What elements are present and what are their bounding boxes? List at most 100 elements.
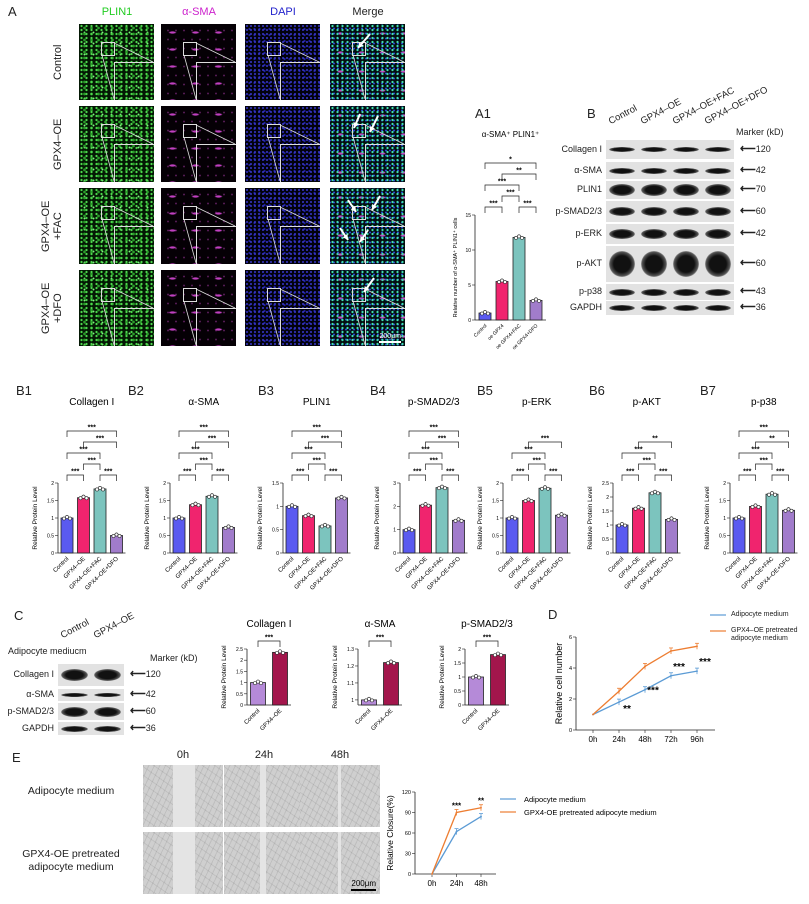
arrow-left-icon: ⟵ — [740, 285, 756, 297]
wound-gap — [173, 765, 195, 827]
micrograph-merge — [330, 24, 405, 100]
y-tick-label: 2 — [723, 481, 726, 487]
bar — [555, 514, 568, 554]
connector-line — [183, 136, 197, 182]
scale-bar-label: 200μm — [351, 879, 376, 888]
significance-bracket — [66, 474, 84, 481]
blot-band — [641, 147, 667, 152]
bar — [632, 507, 645, 554]
y-tick-label: 1.5 — [272, 481, 279, 487]
data-point — [253, 681, 257, 686]
zoom-inset — [196, 308, 236, 346]
x-tick-label: 24h — [450, 879, 463, 888]
roi-box — [352, 288, 366, 302]
significance-bracket — [425, 441, 459, 448]
zoom-inset — [365, 226, 405, 264]
arrow-left-icon: ⟵ — [130, 721, 146, 734]
y-tick-label: 2 — [569, 697, 572, 703]
data-point — [534, 297, 538, 302]
significance-label: *** — [533, 458, 541, 465]
connector-line — [267, 300, 281, 346]
inset-connector-lines — [267, 124, 320, 182]
y-tick-label: 90 — [405, 811, 411, 817]
chart-c-collagen: Collagen I 0 0.5 1 1.5 2 2.5 Relative Protein L… — [221, 619, 292, 732]
data-point — [523, 499, 528, 503]
roi-box — [352, 42, 366, 56]
significance-label: *** — [506, 190, 514, 197]
data-point — [669, 516, 674, 521]
x-tick-label: Control — [473, 323, 489, 339]
data-point — [773, 492, 777, 497]
y-axis-label: Relative Protein Level — [32, 486, 39, 550]
lane-label: Control — [606, 102, 640, 127]
blot-condition-label: Adipocyte mediucm — [8, 646, 87, 656]
bar — [505, 517, 519, 554]
significance-label: *** — [71, 469, 79, 476]
bar — [419, 504, 432, 554]
y-tick-label: 0 — [51, 551, 54, 557]
chart-title: p-SMAD2/3 — [461, 619, 513, 630]
data-point — [420, 503, 425, 508]
chart-a1: α-SMA⁺ PLIN1⁺ 0 5 10 15 Relative number of α-… — [452, 130, 546, 351]
data-point — [259, 681, 263, 686]
arrow-head-icon — [358, 42, 364, 48]
connector-line — [364, 288, 405, 309]
wound-gap — [173, 832, 195, 894]
protein-label: α-SMA — [574, 164, 602, 175]
significance-bracket — [408, 452, 443, 459]
x-tick-label: GPX4–OE — [477, 708, 501, 732]
significance-label: *** — [549, 469, 557, 476]
significance-label: *** — [421, 447, 429, 454]
y-tick-label: 60 — [405, 831, 411, 837]
protein-label: p-ERK — [575, 228, 602, 238]
significance-bracket — [257, 640, 281, 647]
connector-line — [279, 206, 320, 227]
blot-band — [641, 288, 667, 296]
significance-bracket — [211, 474, 229, 481]
data-point — [407, 526, 411, 531]
significance-bracket — [99, 474, 117, 481]
significance-label: *** — [430, 458, 438, 465]
chart-title: p-ERK — [522, 397, 552, 408]
blot-band — [609, 251, 635, 277]
connector-line — [101, 136, 115, 182]
connector-line — [352, 136, 366, 182]
micrograph-green — [79, 106, 154, 182]
data-point — [477, 675, 481, 680]
significance-bracket — [621, 474, 639, 481]
inset-connector-lines — [183, 42, 236, 100]
condition-label-line: adipocyte medium — [28, 861, 114, 873]
data-point — [672, 518, 677, 522]
legend-label: Adipocyte medium — [524, 795, 586, 804]
significance-bracket — [518, 206, 537, 213]
data-point — [423, 502, 428, 507]
significance-label: ** — [769, 436, 775, 443]
data-point — [670, 650, 672, 652]
panel-label-b5: B5 — [477, 383, 493, 398]
bar — [782, 509, 795, 554]
zoom-inset — [114, 144, 154, 182]
data-point — [480, 815, 482, 818]
roi-box — [267, 42, 281, 56]
protein-label: Collagen I — [13, 669, 54, 679]
wound-image — [143, 765, 223, 827]
y-tick-label: 4 — [569, 666, 572, 672]
bar — [60, 517, 74, 554]
data-point — [306, 512, 311, 517]
y-tick-label: 0.5 — [454, 689, 461, 695]
panel-label-b4: B4 — [370, 383, 386, 398]
connector-line — [101, 54, 115, 100]
significance-bracket — [501, 195, 520, 202]
arrow-left-icon: ⟵ — [740, 183, 756, 195]
significance-bracket — [178, 474, 196, 481]
connector-line — [101, 300, 115, 346]
micrograph-blue — [245, 24, 320, 100]
blot-band — [673, 207, 699, 216]
significance-bracket — [511, 452, 546, 459]
y-tick-label: 10 — [465, 248, 471, 254]
connector-line — [113, 124, 154, 145]
y-tick-label: 0.5 — [47, 534, 54, 540]
significance-bracket — [368, 640, 392, 647]
connector-line — [352, 300, 366, 346]
y-tick-label: 0 — [276, 551, 279, 557]
